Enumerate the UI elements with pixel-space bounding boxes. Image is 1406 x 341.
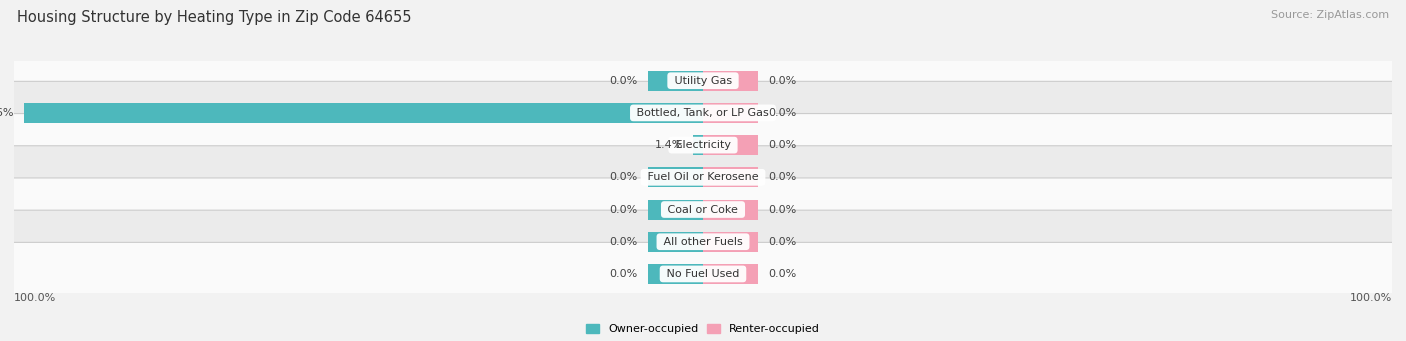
Text: 0.0%: 0.0% <box>769 76 797 86</box>
Text: Electricity: Electricity <box>672 140 734 150</box>
Text: 100.0%: 100.0% <box>14 293 56 302</box>
FancyBboxPatch shape <box>7 49 1399 112</box>
Bar <box>703 264 758 284</box>
Text: All other Fuels: All other Fuels <box>659 237 747 247</box>
Text: 0.0%: 0.0% <box>769 172 797 182</box>
Bar <box>648 264 703 284</box>
Text: 0.0%: 0.0% <box>609 269 637 279</box>
Text: 0.0%: 0.0% <box>769 205 797 214</box>
Text: Utility Gas: Utility Gas <box>671 76 735 86</box>
FancyBboxPatch shape <box>7 114 1399 177</box>
FancyBboxPatch shape <box>7 242 1399 306</box>
Bar <box>703 199 758 220</box>
FancyBboxPatch shape <box>7 210 1399 273</box>
Text: Housing Structure by Heating Type in Zip Code 64655: Housing Structure by Heating Type in Zip… <box>17 10 412 25</box>
Text: 0.0%: 0.0% <box>769 269 797 279</box>
Text: 0.0%: 0.0% <box>769 140 797 150</box>
FancyBboxPatch shape <box>7 81 1399 145</box>
FancyBboxPatch shape <box>7 178 1399 241</box>
Text: 0.0%: 0.0% <box>769 108 797 118</box>
Bar <box>693 135 703 155</box>
Text: Bottled, Tank, or LP Gas: Bottled, Tank, or LP Gas <box>633 108 773 118</box>
Bar <box>648 167 703 187</box>
Text: 1.4%: 1.4% <box>655 140 683 150</box>
Text: Source: ZipAtlas.com: Source: ZipAtlas.com <box>1271 10 1389 20</box>
Bar <box>703 71 758 91</box>
Text: 0.0%: 0.0% <box>609 76 637 86</box>
Text: 0.0%: 0.0% <box>609 237 637 247</box>
Text: Coal or Coke: Coal or Coke <box>664 205 742 214</box>
Bar <box>703 167 758 187</box>
Text: Fuel Oil or Kerosene: Fuel Oil or Kerosene <box>644 172 762 182</box>
Text: 0.0%: 0.0% <box>769 237 797 247</box>
Legend: Owner-occupied, Renter-occupied: Owner-occupied, Renter-occupied <box>581 320 825 339</box>
Text: 0.0%: 0.0% <box>609 172 637 182</box>
Bar <box>703 232 758 252</box>
Text: No Fuel Used: No Fuel Used <box>664 269 742 279</box>
Bar <box>24 103 703 123</box>
FancyBboxPatch shape <box>7 146 1399 209</box>
Bar <box>703 135 758 155</box>
Text: 100.0%: 100.0% <box>1350 293 1392 302</box>
Bar <box>648 199 703 220</box>
Bar <box>703 103 758 123</box>
Text: 98.6%: 98.6% <box>0 108 14 118</box>
Bar <box>648 71 703 91</box>
Text: 0.0%: 0.0% <box>609 205 637 214</box>
Bar <box>648 232 703 252</box>
